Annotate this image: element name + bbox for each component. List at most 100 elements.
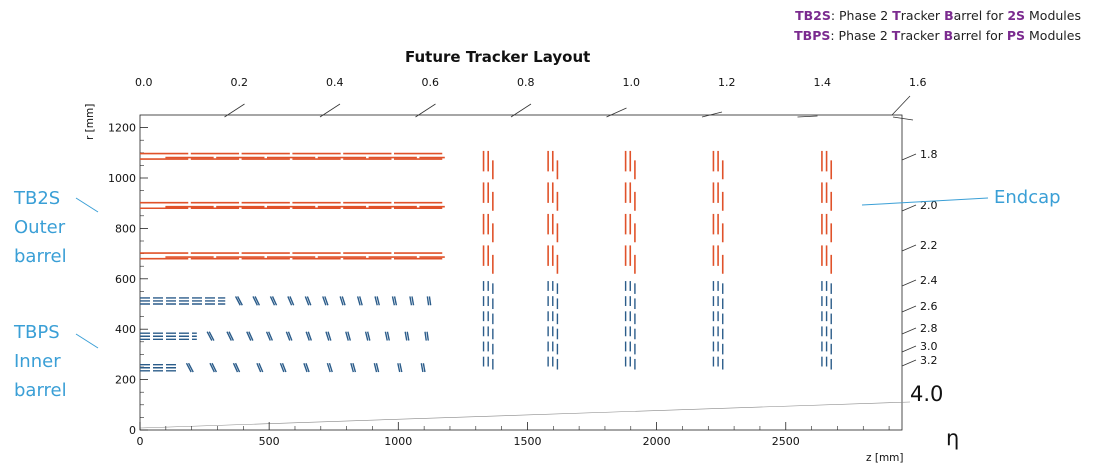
eta-right-tick-mark <box>901 305 917 313</box>
endcap-label: Endcap <box>994 187 1061 208</box>
y-tick-label: 600 <box>115 273 136 286</box>
legend-tb2s-text-3: arrel for <box>953 8 1008 23</box>
inner-barrel-tilted-module <box>252 296 258 306</box>
eta-right-tick-label: 3.0 <box>920 340 938 353</box>
inner-barrel-tilted-module <box>393 296 398 306</box>
inner-barrel-tilted-module <box>426 296 430 306</box>
x-tick-label: 0 <box>137 435 144 448</box>
legend-tbps: TBPS: Phase 2 Tracker Barrel for PS Modu… <box>794 28 1081 43</box>
eta-top-tick-label: 1.2 <box>718 76 736 89</box>
y-axis-label: r [mm] <box>84 103 96 140</box>
inner-barrel-tilted-module <box>237 296 243 306</box>
inner-barrel-tilted-module <box>325 331 330 341</box>
inner-barrel-tilted-module <box>305 331 310 341</box>
eta-right-tick-label: 2.6 <box>920 300 938 313</box>
inner-barrel-tilted-module <box>281 362 287 373</box>
eta-right-tick-label: 2.4 <box>920 274 938 287</box>
inner-barrel-tilted-module <box>356 296 361 306</box>
legend-tb2s: TB2S: Phase 2 Tracker Barrel for 2S Modu… <box>795 8 1081 23</box>
inner-barrel-tilted-module <box>304 296 310 306</box>
legend-tbps-key: TBPS <box>794 28 831 43</box>
inner-barrel-tilted-module <box>347 331 352 341</box>
inner-barrel-tilted-module <box>228 331 234 341</box>
inner-barrel-tilted-module <box>391 296 396 306</box>
inner-barrel-tilted-module <box>234 362 241 373</box>
eta-top-tick-label: 1.4 <box>814 76 832 89</box>
y-tick-label: 1200 <box>108 122 136 135</box>
inner-barrel-tilted-module <box>234 296 241 306</box>
eta-max-label: 4.0 <box>910 382 944 406</box>
inner-barrel-tilted-module <box>422 363 426 373</box>
eta-top-tick-mark <box>797 115 818 118</box>
inner-barrel-tilted-module <box>226 331 232 341</box>
inner-barrel-tilted-module <box>328 363 333 373</box>
x-axis-label: z [mm] <box>866 452 904 464</box>
x-tick-label: 2000 <box>643 435 671 448</box>
inner-barrel-tilted-module <box>339 296 344 306</box>
eta-right-tick-mark <box>901 279 917 287</box>
inner-barrel-tilted-module <box>420 363 424 373</box>
inner-barrel-tilted-module <box>428 296 432 306</box>
inner-barrel-tilted-module <box>287 331 293 341</box>
legend-tb2s-text-2: racker <box>900 8 945 23</box>
inner-barrel-tilted-module <box>322 296 327 306</box>
inner-barrel-tilted-module <box>258 362 264 373</box>
inner-barrel-tilted-module <box>404 331 408 341</box>
y-tick-label: 200 <box>115 374 136 387</box>
tbps-label: TBPS Inner barrel <box>14 318 67 405</box>
inner-barrel-tilted-module <box>384 331 388 341</box>
eta-right-tick-mark <box>901 204 917 212</box>
legend-tbps-b: B <box>943 28 954 43</box>
eta-top-tick-mark <box>510 103 532 118</box>
inner-barrel-tilted-module <box>406 331 410 341</box>
inner-barrel-tilted-module <box>211 362 218 373</box>
x-tick-label: 2500 <box>772 435 800 448</box>
legend-tb2s-text-1: : Phase 2 <box>830 8 893 23</box>
eta-right-tick-mark <box>901 327 917 335</box>
eta-top-tick-mark <box>319 103 341 118</box>
x-tick-label: 500 <box>259 435 280 448</box>
eta-top-tick-label: 1.6 <box>909 76 927 89</box>
tb2s-label-line-2: Outer <box>14 217 66 238</box>
x-tick-label: 1500 <box>513 435 541 448</box>
inner-barrel-tilted-module <box>411 296 415 306</box>
inner-barrel-tilted-module <box>399 363 403 373</box>
inner-barrel-tilted-module <box>279 362 285 373</box>
inner-barrel-tilted-module <box>248 331 254 341</box>
inner-barrel-tilted-module <box>305 362 310 373</box>
eta-top-tick-label: 0.0 <box>135 76 153 89</box>
eta-right-tick-label: 2.0 <box>920 199 938 212</box>
inner-barrel-tilted-module <box>373 363 378 373</box>
inner-barrel-tilted-module <box>376 296 380 306</box>
inner-barrel-tilted-module <box>209 362 215 373</box>
inner-barrel-tilted-module <box>366 331 371 341</box>
inner-barrel-tilted-module <box>289 296 295 306</box>
eta-right-tick-label: 1.8 <box>920 148 938 161</box>
inner-barrel-tilted-module <box>285 331 291 341</box>
legend-tb2s-t: T <box>892 8 901 23</box>
inner-barrel-tilted-module <box>269 296 276 306</box>
legend-tbps-mod: PS <box>1006 28 1026 43</box>
chart-title: Future Tracker Layout <box>405 48 591 66</box>
tb2s-label-line-1: TB2S <box>14 188 61 209</box>
inner-barrel-tilted-module <box>352 363 357 373</box>
inner-barrel-tilted-module <box>386 331 391 341</box>
tbps-label-line-2: Inner <box>14 351 61 372</box>
inner-barrel-tilted-module <box>307 331 313 341</box>
endcap-pointer <box>861 197 989 206</box>
inner-barrel-tilted-module <box>187 362 194 373</box>
eta-top-tick-label: 1.0 <box>623 76 641 89</box>
eta-right-tick-label: 2.2 <box>920 239 938 252</box>
legend-tb2s-key: TB2S <box>795 8 831 23</box>
eta-max-line <box>139 401 911 429</box>
inner-barrel-tilted-module <box>287 296 293 306</box>
inner-barrel-tilted-module <box>232 362 239 373</box>
eta-top-tick-mark <box>224 103 245 118</box>
eta-right-tick-mark <box>901 244 917 252</box>
eta-top-tick-label: 0.4 <box>326 76 344 89</box>
tbps-pointer <box>75 333 99 349</box>
inner-barrel-tilted-module <box>206 331 213 341</box>
eta-top-tick-label: 0.8 <box>517 76 535 89</box>
inner-barrel-tilted-module <box>256 362 262 373</box>
